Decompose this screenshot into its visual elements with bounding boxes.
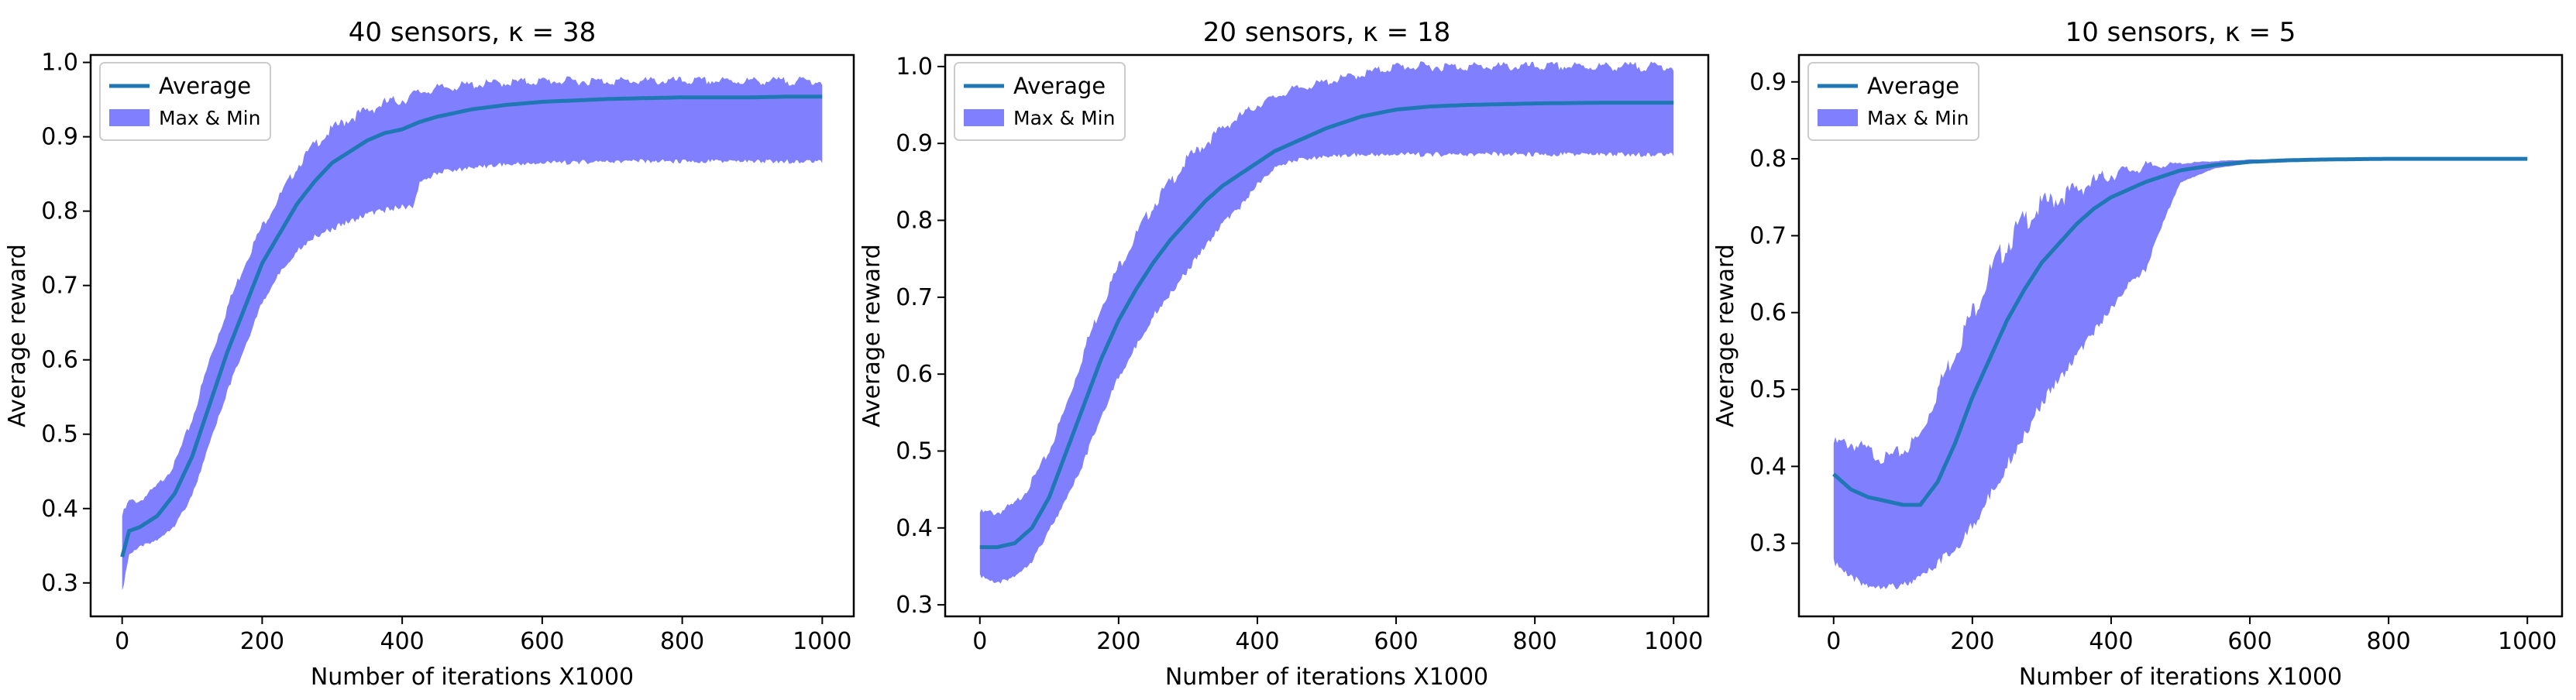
legend: Average Max & Min — [954, 62, 1126, 141]
x-tick-label: 600 — [520, 628, 564, 655]
legend-average-label: Average — [1867, 73, 1959, 99]
y-tick-label: 0.7 — [1749, 222, 1787, 249]
average-line — [120, 94, 823, 558]
x-tick-label: 800 — [2367, 628, 2411, 655]
x-tick-label: 400 — [380, 628, 425, 655]
x-axis-label: Number of iterations X1000 — [311, 664, 634, 691]
y-tick-label: 0.9 — [896, 130, 933, 157]
plot-frame — [89, 53, 855, 618]
y-tick-label: 0.9 — [41, 124, 78, 151]
plot-frame — [944, 53, 1710, 618]
y-tick-label: 0.7 — [896, 284, 933, 311]
x-tick-label: 1000 — [1644, 628, 1703, 655]
x-tick-label: 0 — [972, 628, 987, 655]
y-axis-label: Average reward — [858, 244, 886, 427]
y-tick-label: 1.0 — [41, 50, 78, 77]
y-tick-label: 0.6 — [896, 361, 933, 388]
y-tick-label: 0.5 — [41, 421, 78, 448]
y-tick-label: 0.8 — [41, 198, 78, 225]
x-tick-label: 800 — [1513, 628, 1557, 655]
y-tick-label: 0.5 — [896, 438, 933, 465]
x-tick-label: 400 — [1235, 628, 1279, 655]
x-tick-label: 800 — [660, 628, 704, 655]
y-tick-label: 1.0 — [896, 53, 933, 81]
x-tick-label: 200 — [1096, 628, 1140, 655]
y-tick-label: 0.3 — [1749, 530, 1787, 558]
legend-band-label: Max & Min — [159, 107, 260, 129]
legend-band-swatch — [109, 109, 150, 126]
legend-band-swatch — [1818, 109, 1858, 126]
x-tick-label: 400 — [2089, 628, 2133, 655]
x-tick-label: 600 — [2227, 628, 2272, 655]
chart-title: 10 sensors, κ = 5 — [2065, 17, 2296, 48]
plot-frame — [1797, 53, 2564, 618]
y-tick-label: 0.8 — [896, 208, 933, 235]
chart-panel-20-sensors: 20 sensors, κ = 18 Number of iterations … — [858, 17, 1710, 691]
y-tick-label: 0.4 — [896, 515, 933, 542]
legend-band-swatch — [964, 109, 1004, 126]
y-tick-label: 0.6 — [41, 347, 78, 374]
x-axis-label: Number of iterations X1000 — [2019, 664, 2342, 691]
y-axis-label: Average reward — [1712, 244, 1739, 427]
y-tick-label: 0.6 — [1749, 300, 1787, 327]
y-axis-label: Average reward — [4, 244, 31, 427]
y-tick-label: 0.3 — [896, 592, 933, 619]
x-tick-label: 1000 — [793, 628, 851, 655]
legend: Average Max & Min — [99, 62, 271, 141]
y-tick-label: 0.8 — [1749, 146, 1787, 173]
y-tick-label: 0.9 — [1749, 69, 1787, 96]
x-tick-label: 0 — [1826, 628, 1841, 655]
max-min-band — [1833, 158, 2528, 589]
y-tick-label: 0.4 — [41, 496, 78, 523]
y-tick-label: 0.3 — [41, 570, 78, 597]
y-tick-label: 0.7 — [41, 273, 78, 300]
average-line — [1832, 156, 2528, 507]
chart-panel-40-sensors: 40 sensors, κ = 38 Number of iterations … — [4, 17, 855, 691]
legend-average-label: Average — [159, 73, 251, 99]
average-line — [979, 101, 1674, 550]
chart-title: 20 sensors, κ = 18 — [1203, 17, 1450, 48]
chart-title: 40 sensors, κ = 38 — [349, 17, 596, 48]
x-axis-label: Number of iterations X1000 — [1165, 664, 1488, 691]
chart-panel-10-sensors: 10 sensors, κ = 5 Number of iterations X… — [1712, 17, 2564, 691]
x-tick-label: 600 — [1374, 628, 1418, 655]
legend-band-label: Max & Min — [1867, 107, 1969, 129]
legend: Average Max & Min — [1807, 62, 1979, 141]
y-tick-label: 0.4 — [1749, 453, 1787, 480]
legend-average-label: Average — [1013, 73, 1106, 99]
x-tick-label: 200 — [240, 628, 284, 655]
legend-band-label: Max & Min — [1013, 107, 1115, 129]
y-tick-label: 0.5 — [1749, 376, 1787, 403]
x-tick-label: 200 — [1950, 628, 1994, 655]
x-tick-label: 1000 — [2498, 628, 2557, 655]
x-tick-label: 0 — [115, 628, 129, 655]
